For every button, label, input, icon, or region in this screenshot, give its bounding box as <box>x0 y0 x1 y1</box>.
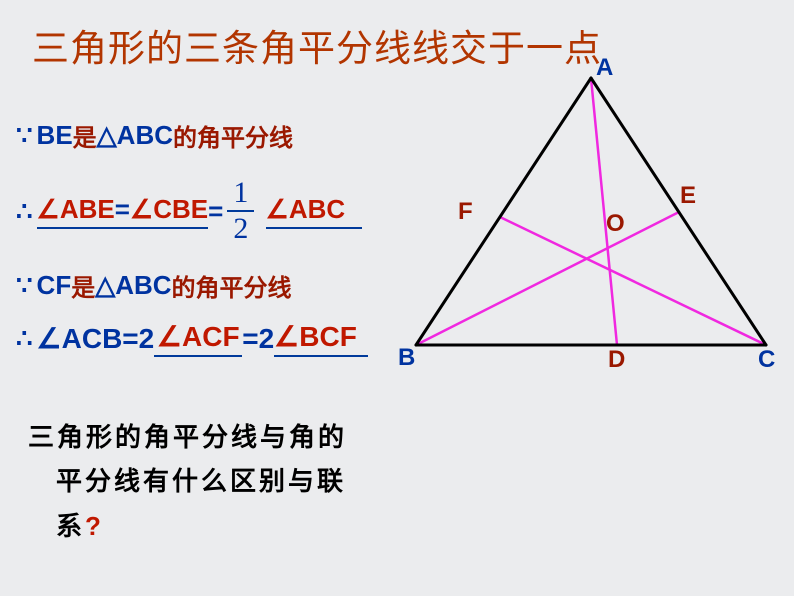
l3-is: 是 <box>71 268 95 303</box>
vertex-label-B: B <box>398 344 415 372</box>
vertex-label-C: C <box>758 346 775 374</box>
q-mark: ? <box>85 511 101 541</box>
l3-CF: CF <box>37 270 72 301</box>
question-l1: 三角形的角平分线与角的 <box>28 416 347 460</box>
l3-tri: △ABC <box>95 270 171 301</box>
question-l2: 平分线有什么区别与联 <box>56 460 346 504</box>
l1-is: 是 <box>73 118 97 153</box>
stmt-1: ∵ BE 是 △ABC 的角平分线 <box>16 118 293 153</box>
l2-eq1: = <box>115 194 130 229</box>
question-l3: 系? <box>56 504 101 549</box>
vertex-label-E: E <box>680 182 696 210</box>
triangle-diagram: ABCDEFO <box>396 60 786 370</box>
frac-num: 1 <box>227 178 254 212</box>
l3-rest: 的角平分线 <box>172 268 292 303</box>
stmt-3: ∵ CF 是 △ABC 的角平分线 <box>16 268 292 303</box>
l2-ang3: ∠ABC <box>266 194 362 229</box>
therefore-dots: ∴ <box>16 196 33 227</box>
q-l3-text: 系 <box>56 512 85 541</box>
l2-frac: 1 2 <box>227 178 254 244</box>
vertex-label-D: D <box>608 346 625 374</box>
l2-ang1: ∠ABE <box>37 194 115 229</box>
vertex-label-F: F <box>458 198 473 226</box>
l1-rest: 的角平分线 <box>173 118 293 153</box>
vertex-label-A: A <box>596 54 613 82</box>
l4-acf: ∠ACF <box>154 320 242 357</box>
stmt-4: ∴ ∠ACB=2 ∠ACF =2 ∠BCF <box>16 320 368 357</box>
vertex-label-O: O <box>606 210 625 238</box>
therefore-dots-2: ∴ <box>16 323 33 354</box>
l2-eq2: = <box>208 196 223 227</box>
l4-bcf: ∠BCF <box>274 320 368 357</box>
stmt-2: ∴ ∠ABE = ∠CBE = 1 2 ∠ABC <box>16 178 362 244</box>
frac-den: 2 <box>233 212 248 244</box>
because-dots-2: ∵ <box>16 270 33 301</box>
l2-spacer <box>258 196 265 227</box>
l1-tri: △ABC <box>97 120 173 151</box>
diagram-svg <box>396 60 786 370</box>
l1-BE: BE <box>37 120 73 151</box>
l4-acb: ∠ACB=2 <box>37 322 155 355</box>
because-dots: ∵ <box>16 120 33 151</box>
l4-eq2: =2 <box>242 323 274 355</box>
l2-ang2: ∠CBE <box>130 194 208 229</box>
